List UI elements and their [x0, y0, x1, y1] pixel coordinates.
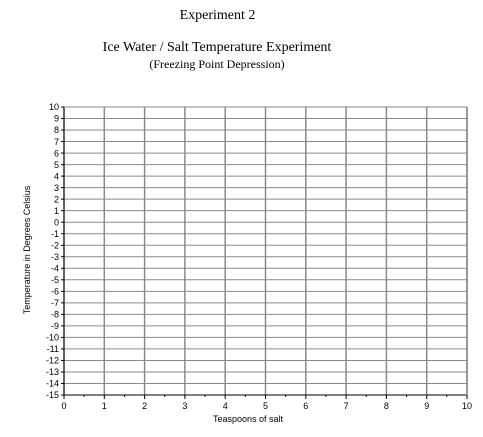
y-tick-label: -10	[46, 333, 59, 343]
x-tick-labels: 0 1 2 3 4 5 6 7 8 9 10	[61, 401, 472, 411]
x-tick-label: 4	[223, 401, 228, 411]
x-tick-label: 2	[142, 401, 147, 411]
y-tick-label: -11	[47, 344, 59, 354]
x-tick-label: 1	[102, 401, 107, 411]
experiment-label: Experiment 2	[179, 8, 256, 23]
y-tick-label: -7	[51, 298, 59, 308]
y-tick-label: 1	[54, 206, 59, 216]
y-tick-label: -15	[46, 390, 59, 400]
y-tick-label: -9	[51, 321, 59, 331]
x-tick-label: 0	[61, 401, 66, 411]
axes	[61, 106, 468, 399]
y-axis-label: Temperature in Degrees Celsius	[22, 185, 32, 314]
x-tick-label: 10	[462, 401, 472, 411]
x-tick-label: 6	[303, 401, 308, 411]
y-tick-label: -13	[46, 367, 59, 377]
y-tick-label: 2	[54, 194, 59, 204]
x-tick-label: 3	[182, 401, 187, 411]
x-axis-label: Teaspoons of salt	[213, 414, 284, 424]
y-tick-label: 5	[54, 160, 59, 170]
grid	[63, 106, 468, 396]
chart-subtitle: (Freezing Point Depression)	[149, 57, 285, 71]
y-tick-label: 0	[54, 217, 59, 227]
y-tick-label: -4	[51, 263, 59, 273]
y-tick-label: 4	[54, 171, 59, 181]
x-tick-label: 7	[344, 401, 349, 411]
chart-title: Ice Water / Salt Temperature Experiment	[102, 40, 332, 55]
y-tick-label: -14	[46, 379, 59, 389]
y-tick-label: 7	[54, 137, 59, 147]
y-tick-label: 10	[49, 102, 59, 112]
y-tick-label: 9	[54, 114, 59, 124]
y-tick-label: -3	[51, 252, 59, 262]
y-tick-label: -5	[51, 275, 59, 285]
y-tick-label: -6	[51, 287, 59, 297]
y-tick-label: -8	[51, 310, 59, 320]
y-tick-label: 6	[54, 148, 59, 158]
y-tick-label: 8	[54, 125, 59, 135]
y-tick-labels: 109876543210-1-2-3-4-5-6-7-8-9-10-11-12-…	[46, 102, 59, 400]
y-tick-label: -1	[51, 229, 59, 239]
x-tick-label: 5	[263, 401, 268, 411]
x-tick-label: 9	[424, 401, 429, 411]
y-tick-label: -12	[46, 356, 59, 366]
x-tick-label: 8	[384, 401, 389, 411]
y-tick-label: -2	[51, 240, 59, 250]
y-tick-label: 3	[54, 183, 59, 193]
